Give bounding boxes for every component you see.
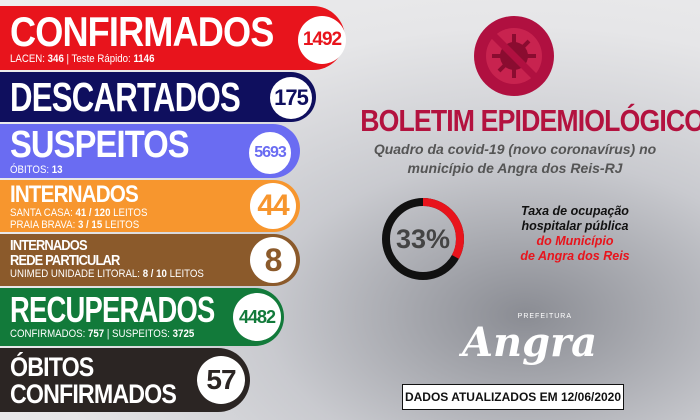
subtitle-line-1: Quadro da covid-19 (novo coronavírus) no	[373, 141, 657, 157]
internados-santa-casa: SANTA CASA: 41 / 120 LEITOS	[10, 207, 148, 219]
logo-small-text: PREFEITURA	[517, 313, 572, 320]
occupancy-line-2: hospitalar pública	[521, 219, 629, 233]
internados-count: 44	[250, 183, 296, 229]
angra-logo: PREFEITURA Angra	[462, 312, 598, 366]
confirmados-details: LACEN: 346 | Teste Rápido: 1146	[10, 53, 155, 65]
particular-title-1: INTERNADOS	[10, 237, 88, 254]
descartados-count: 175	[270, 77, 312, 119]
subtitle-line-2: município de Angra dos Reis-RJ	[407, 160, 623, 176]
obitos-title-1: ÓBITOS	[10, 352, 94, 382]
occupancy-line-3: do Município	[536, 234, 614, 248]
particular-title-2: REDE PARTICULAR	[10, 252, 120, 269]
occupancy-donut	[382, 198, 464, 280]
occupancy-percent: 33%	[395, 224, 451, 254]
confirmados-title: CONFIRMADOS	[10, 8, 274, 55]
occupancy-line-4: de Angra dos Reis	[520, 249, 630, 263]
suspeitos-count: 5693	[247, 130, 293, 176]
descartados-panel: DESCARTADOS	[0, 72, 316, 122]
recuperados-details: CONFIRMADOS: 757 | SUSPEITOS: 3725	[10, 328, 195, 340]
recuperados-count: 4482	[233, 293, 281, 341]
logo-big-text: Angra	[462, 319, 598, 366]
descartados-title: DESCARTADOS	[10, 74, 241, 120]
suspeitos-title: SUSPEITOS	[10, 124, 190, 166]
internados-title: INTERNADOS	[10, 181, 139, 208]
obitos-title-2: CONFIRMADOS	[10, 379, 177, 409]
confirmados-panel: CONFIRMADOS LACEN: 346 | Teste Rápido: 1…	[0, 6, 345, 70]
particular-count: 8	[250, 237, 296, 283]
updated-date: DADOS ATUALIZADOS EM 12/06/2020	[402, 384, 624, 410]
recuperados-title: RECUPERADOS	[10, 289, 215, 330]
particular-unimed: UNIMED UNIDADE LITORAL: 8 / 10 LEITOS	[10, 268, 204, 280]
no-virus-icon	[474, 16, 554, 96]
obitos-count: 57	[197, 356, 245, 404]
donut-fill	[382, 198, 464, 280]
internados-panel: INTERNADOS SANTA CASA: 41 / 120 LEITOS P…	[0, 180, 300, 232]
confirmados-count: 1492	[298, 16, 346, 64]
occupancy-label: Taxa de ocupação hospitalar pública do M…	[505, 204, 645, 264]
suspeitos-details: ÓBITOS: 13	[10, 164, 63, 176]
internados-praia-brava: PRAIA BRAVA: 3 / 15 LEITOS	[10, 219, 140, 232]
page-title: BOLETIM EPIDEMIOLÓGICO	[360, 103, 700, 138]
occupancy-line-1: Taxa de ocupação	[521, 204, 629, 218]
